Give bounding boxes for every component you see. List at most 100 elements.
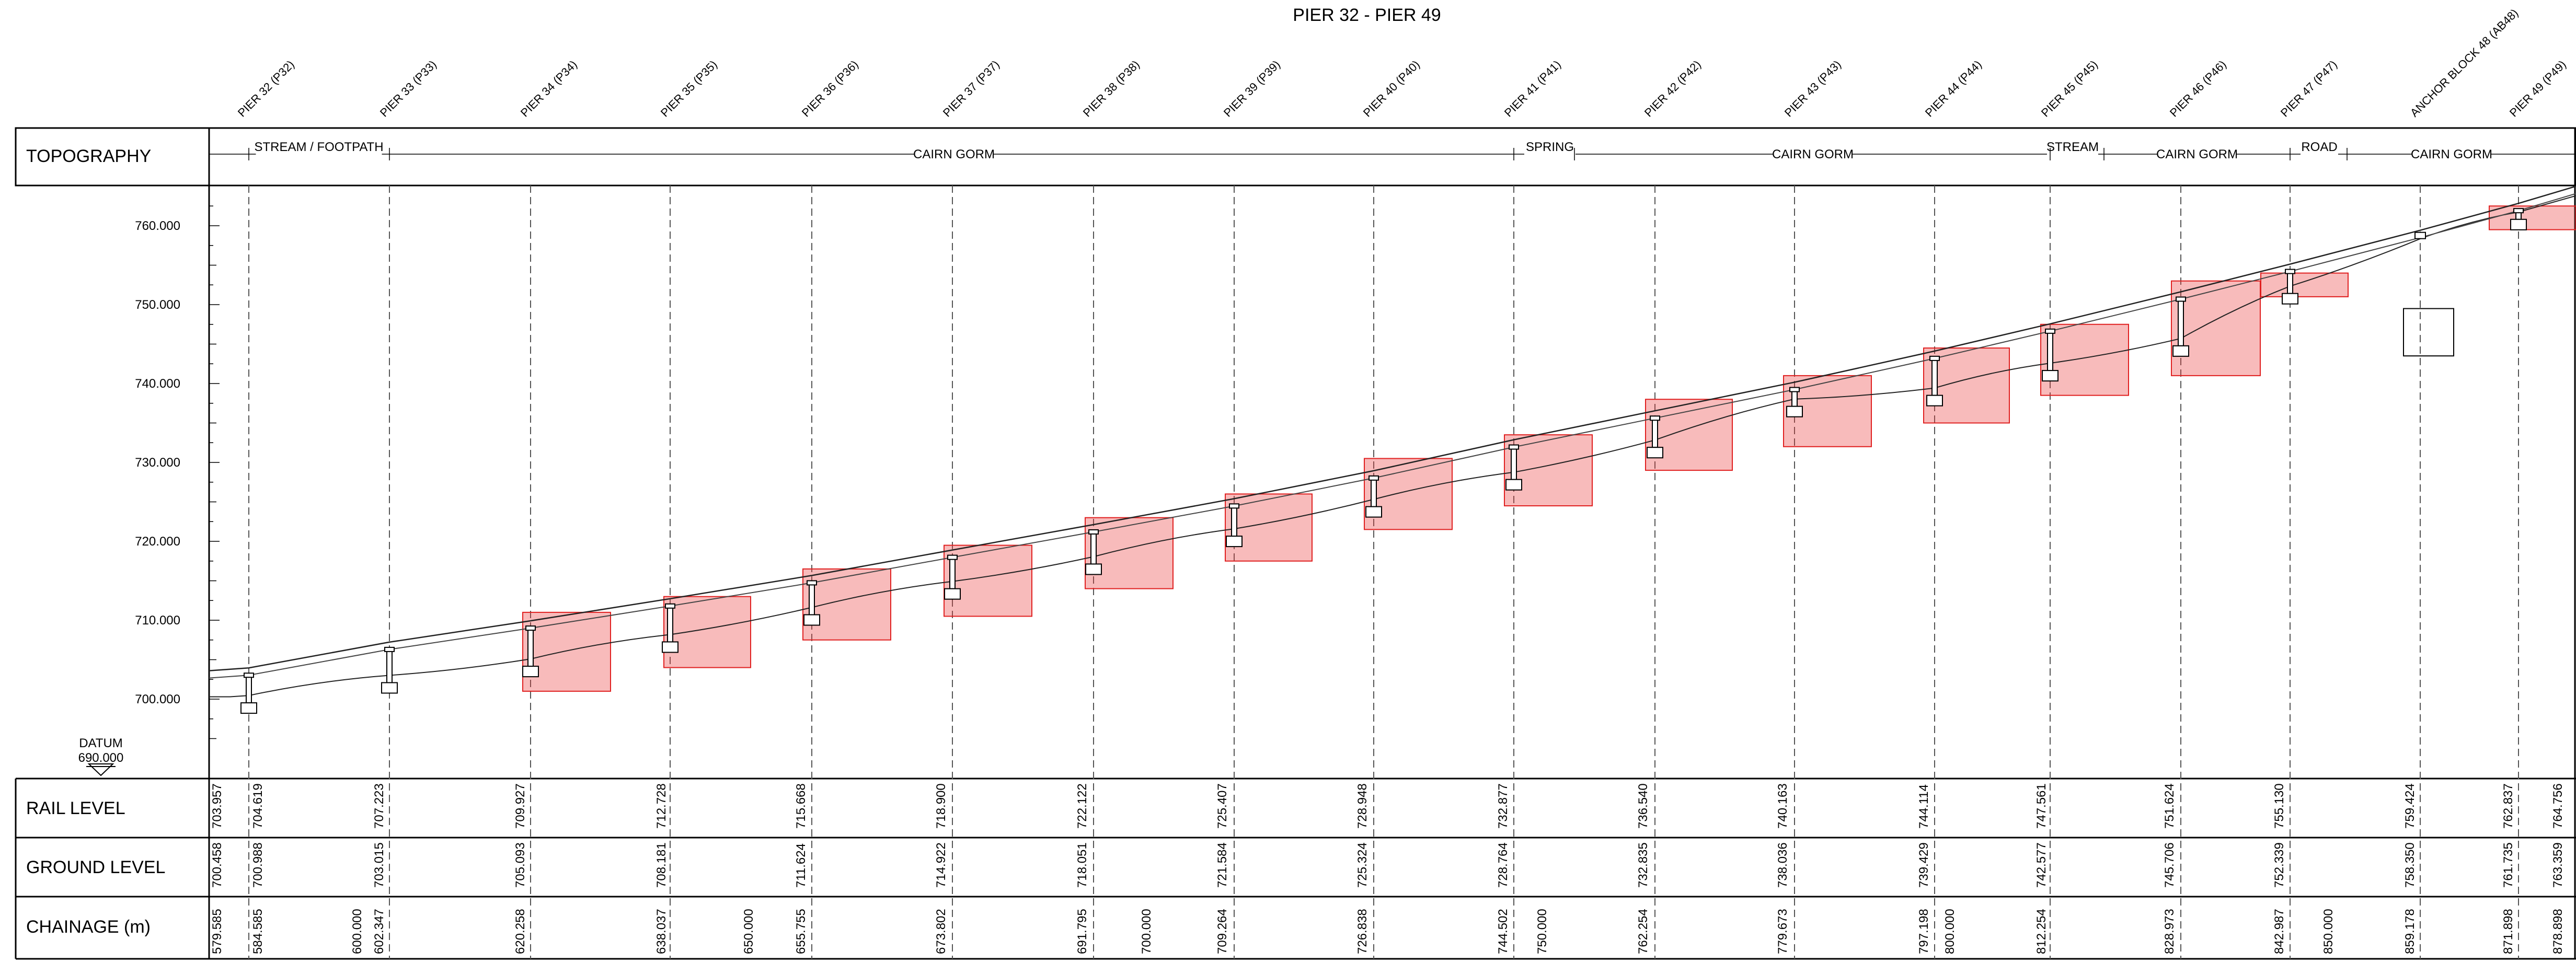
ground-level-value: 711.624 [794, 843, 808, 888]
topography-label-bg [1774, 146, 1852, 161]
topography-label-bg [2301, 146, 2338, 161]
chainage-value: 871.898 [2501, 909, 2515, 954]
pier-cap [1650, 415, 1660, 421]
topography-label: STREAM [2046, 140, 2099, 154]
pier-cap [2513, 208, 2524, 214]
pier-label: PIER 49 (P49) [2507, 58, 2569, 120]
excavation-zone [663, 596, 751, 668]
datum-triangle-icon [87, 763, 114, 776]
rail-line-lower [209, 193, 2576, 679]
pier-cap [807, 580, 817, 586]
chainage-value: 828.973 [2163, 909, 2177, 954]
pier-columns [240, 208, 2527, 714]
drawing-title: PIER 32 - PIER 49 [1293, 5, 1441, 25]
chainage-row-title: CHAINAGE (m) [26, 917, 151, 937]
ground-level-value: 761.735 [2501, 842, 2515, 888]
chainage-value: 602.347 [372, 909, 386, 954]
chainage-value: 638.037 [654, 909, 669, 954]
chainage-value: 878.898 [2551, 909, 2565, 954]
chainage-value: 655.755 [794, 909, 808, 954]
excavation-zone [2489, 205, 2576, 230]
pier-label: PIER 40 (P40) [1361, 58, 1422, 120]
excavation-zones [522, 205, 2576, 692]
pier-footing [1505, 479, 1522, 491]
chainage-value: 726.838 [1355, 909, 1370, 954]
pier-column [386, 649, 393, 683]
pier-label: PIER 32 (P32) [235, 58, 297, 120]
ground-level-value: 742.577 [2034, 842, 2049, 888]
ground-level-value: 721.584 [1215, 842, 1229, 888]
ground-level-value: 758.350 [2403, 842, 2417, 888]
pier-column [2178, 299, 2184, 346]
rail-level-value: 712.728 [654, 783, 669, 829]
pier-column [527, 629, 534, 667]
rail-level-value: 703.957 [210, 783, 224, 829]
topography-row-title: TOPOGRAPHY [26, 146, 151, 166]
pier-label: PIER 35 (P35) [658, 58, 720, 120]
pier-column [1090, 532, 1097, 565]
pier-footing [381, 682, 398, 694]
pier-column [2047, 331, 2053, 372]
excavation-zone [2040, 323, 2129, 396]
chainage-value: 691.795 [1075, 909, 1089, 954]
rail-level-value: 744.114 [1917, 784, 1931, 829]
pier-cap [665, 603, 675, 609]
pier-column [809, 583, 815, 616]
chainage-value: 600.000 [350, 909, 364, 954]
pier-cap [384, 646, 395, 652]
chainage-value: 812.254 [2034, 909, 2049, 954]
pier-cap [947, 554, 958, 560]
topography-label-bg [256, 146, 382, 161]
pier-footing [240, 702, 257, 714]
rail-level-value: 751.624 [2163, 783, 2177, 829]
pier-column [2287, 272, 2293, 294]
rail-level-value: 736.540 [1636, 783, 1650, 829]
ground-level-value: 725.324 [1355, 842, 1370, 888]
axis-tick-label: 710.000 [135, 613, 180, 628]
pier-column [1652, 419, 1658, 448]
excavation-zone [2171, 280, 2261, 376]
pier-column [1791, 390, 1798, 407]
ground-level-value: 700.458 [210, 842, 224, 888]
ground-level-value: 752.339 [2272, 842, 2286, 888]
pier-label: PIER 42 (P42) [1642, 58, 1704, 120]
pier-column [1511, 447, 1517, 480]
topography-label-bg [2158, 146, 2236, 161]
topography-label: SPRING [1526, 140, 1574, 154]
topography-segments: STREAM / FOOTPATH CAIRN GORM SPRING CAIRN G… [209, 140, 2575, 161]
pier-label: PIER 39 (P39) [1221, 58, 1283, 120]
chainage-value: 762.254 [1636, 909, 1650, 954]
pier-label: PIER 41 (P41) [1502, 58, 1563, 120]
topography-label-bg [2047, 146, 2098, 161]
rail-level-value: 709.927 [513, 783, 527, 829]
pier-footing [662, 641, 678, 653]
chainage-value: 744.502 [1496, 909, 1510, 954]
ground-level-value: 763.359 [2551, 842, 2565, 888]
chainage-value: 797.198 [1917, 909, 1931, 954]
pier-footing [1365, 506, 1382, 518]
ground-level-value: 703.015 [372, 842, 386, 888]
pier-label: PIER 38 (P38) [1080, 58, 1142, 120]
pier-footing [803, 614, 820, 626]
pier-label: PIER 44 (P44) [1923, 58, 1984, 120]
chainage-value: 850.000 [2321, 909, 2336, 954]
ground-level-value: 714.922 [934, 842, 948, 888]
pier-footing [1647, 447, 1663, 459]
topography-label: STREAM / FOOTPATH [254, 140, 383, 154]
chainage-value: 842.987 [2272, 909, 2286, 954]
pier-cap [1929, 355, 1940, 361]
chainage-value: 859.178 [2403, 909, 2417, 954]
rail-level-value: 740.163 [1776, 783, 1790, 829]
chainage-value: 779.673 [1776, 909, 1790, 954]
ground-level-value: 732.835 [1636, 842, 1650, 888]
pier-label: PIER 45 (P45) [2039, 58, 2100, 120]
ground-level-value: 738.036 [1776, 842, 1790, 888]
topography-label: CAIRN GORM [2411, 147, 2492, 161]
rail-level-row-title: RAIL LEVEL [26, 798, 125, 818]
pier-footing [944, 588, 961, 600]
pier-footing [1926, 395, 1943, 407]
pier-footing [2510, 218, 2527, 230]
pier-footing [2042, 370, 2058, 382]
rail-level-value: 732.877 [1496, 783, 1510, 829]
rail-line-upper [209, 185, 2576, 671]
